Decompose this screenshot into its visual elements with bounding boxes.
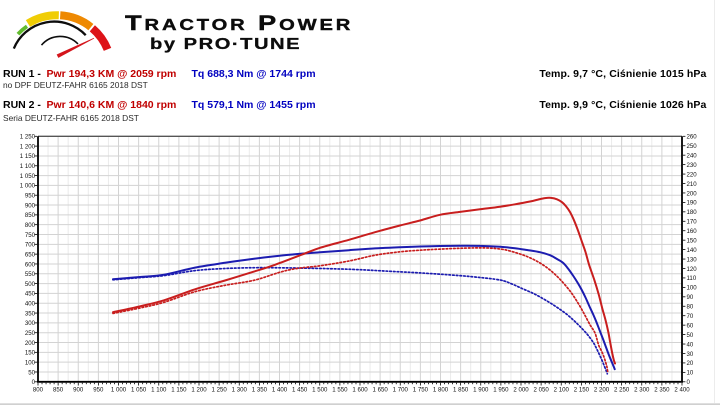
svg-text:180: 180	[687, 209, 698, 216]
svg-text:950: 950	[93, 387, 104, 394]
svg-text:1 850: 1 850	[453, 387, 469, 394]
svg-text:140: 140	[687, 247, 698, 254]
svg-text:250: 250	[687, 143, 698, 150]
svg-text:1 350: 1 350	[252, 387, 268, 394]
svg-text:1 500: 1 500	[312, 387, 328, 394]
svg-text:1 750: 1 750	[413, 387, 429, 394]
svg-text:10: 10	[687, 370, 694, 377]
svg-text:500: 500	[25, 281, 36, 288]
svg-text:260: 260	[687, 134, 698, 141]
svg-text:2 400: 2 400	[674, 387, 690, 394]
svg-text:120: 120	[687, 266, 698, 273]
svg-text:1 450: 1 450	[292, 387, 308, 394]
svg-text:1 050: 1 050	[20, 173, 36, 180]
svg-text:200: 200	[687, 190, 698, 197]
svg-text:550: 550	[25, 271, 36, 278]
svg-text:850: 850	[25, 212, 36, 219]
svg-text:250: 250	[25, 330, 36, 337]
svg-text:1 000: 1 000	[111, 387, 127, 394]
svg-text:30: 30	[687, 351, 694, 358]
svg-text:1 250: 1 250	[20, 134, 36, 141]
svg-text:210: 210	[687, 181, 698, 188]
svg-text:1 600: 1 600	[352, 387, 368, 394]
svg-text:450: 450	[25, 291, 36, 298]
svg-text:1 200: 1 200	[191, 387, 207, 394]
svg-text:150: 150	[25, 350, 36, 357]
svg-text:100: 100	[687, 285, 698, 292]
svg-text:1 900: 1 900	[473, 387, 489, 394]
svg-text:700: 700	[25, 242, 36, 249]
svg-text:130: 130	[687, 256, 698, 263]
svg-text:240: 240	[687, 152, 698, 159]
svg-text:900: 900	[25, 202, 36, 209]
svg-text:80: 80	[687, 304, 694, 311]
svg-text:220: 220	[687, 171, 698, 178]
svg-text:1 550: 1 550	[332, 387, 348, 394]
svg-text:300: 300	[25, 320, 36, 327]
svg-text:1 100: 1 100	[20, 163, 36, 170]
svg-text:90: 90	[687, 294, 694, 301]
svg-text:1 250: 1 250	[211, 387, 227, 394]
svg-text:1 650: 1 650	[372, 387, 388, 394]
svg-text:2 000: 2 000	[513, 387, 529, 394]
svg-text:230: 230	[687, 162, 698, 169]
svg-text:100: 100	[25, 359, 36, 366]
svg-text:60: 60	[687, 322, 694, 329]
svg-text:950: 950	[25, 193, 36, 200]
svg-text:110: 110	[687, 275, 697, 282]
svg-text:1 000: 1 000	[20, 183, 36, 190]
svg-text:750: 750	[25, 232, 36, 239]
svg-text:1 200: 1 200	[20, 143, 36, 150]
svg-text:0: 0	[687, 379, 691, 386]
svg-text:800: 800	[33, 387, 44, 394]
svg-text:400: 400	[25, 301, 36, 308]
svg-text:1 300: 1 300	[232, 387, 248, 394]
svg-text:650: 650	[25, 251, 36, 258]
svg-text:2 100: 2 100	[554, 387, 570, 394]
svg-text:900: 900	[73, 387, 84, 394]
svg-text:50: 50	[687, 332, 694, 339]
svg-text:150: 150	[687, 237, 698, 244]
svg-text:190: 190	[687, 200, 698, 207]
svg-text:850: 850	[53, 387, 64, 394]
svg-text:350: 350	[25, 310, 36, 317]
svg-text:2 300: 2 300	[634, 387, 650, 394]
svg-text:2 350: 2 350	[654, 387, 670, 394]
svg-text:170: 170	[687, 219, 698, 226]
svg-text:2 050: 2 050	[533, 387, 549, 394]
svg-text:2 200: 2 200	[594, 387, 610, 394]
svg-text:1 150: 1 150	[171, 387, 187, 394]
svg-text:1 100: 1 100	[151, 387, 167, 394]
svg-text:0: 0	[32, 379, 36, 386]
svg-text:200: 200	[25, 340, 36, 347]
svg-text:1 700: 1 700	[393, 387, 409, 394]
svg-text:50: 50	[28, 369, 35, 376]
svg-text:2 250: 2 250	[614, 387, 630, 394]
svg-text:1 050: 1 050	[131, 387, 147, 394]
svg-text:1 400: 1 400	[272, 387, 288, 394]
svg-text:1 800: 1 800	[433, 387, 449, 394]
svg-text:2 150: 2 150	[574, 387, 590, 394]
svg-text:70: 70	[687, 313, 694, 320]
svg-text:1 150: 1 150	[20, 153, 36, 160]
svg-text:20: 20	[687, 360, 694, 367]
svg-text:600: 600	[25, 261, 36, 268]
svg-text:800: 800	[25, 222, 36, 229]
svg-text:1 950: 1 950	[493, 387, 509, 394]
svg-text:160: 160	[687, 228, 698, 235]
svg-text:40: 40	[687, 341, 694, 348]
